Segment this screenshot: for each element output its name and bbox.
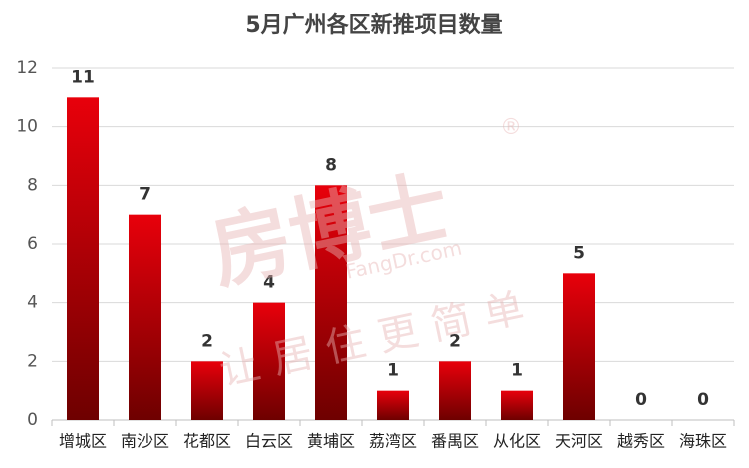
chart-title: 5月广州各区新推项目数量 (245, 12, 502, 38)
x-tick-label: 番禺区 (431, 432, 479, 451)
value-label: 0 (635, 390, 647, 410)
watermark-mark: ® (500, 115, 522, 140)
y-tick-label: 4 (27, 293, 38, 313)
x-tick-label: 增城区 (59, 432, 107, 451)
x-tick-label: 天河区 (555, 432, 603, 451)
x-tick-label: 海珠区 (679, 432, 727, 451)
x-tick-label: 花都区 (183, 432, 231, 451)
bar (377, 390, 409, 420)
y-tick-label: 10 (16, 117, 38, 137)
x-tick-label: 黄埔区 (307, 432, 355, 451)
y-tick-label: 2 (27, 351, 38, 371)
value-label: 8 (325, 155, 337, 175)
bar (253, 302, 285, 420)
value-label: 2 (201, 331, 213, 351)
value-label: 0 (697, 390, 709, 410)
x-tick-label: 白云区 (245, 432, 293, 451)
value-label: 7 (139, 185, 151, 205)
value-label: 4 (263, 273, 275, 293)
y-tick-label: 6 (27, 234, 38, 254)
y-tick-label: 0 (27, 410, 38, 430)
y-tick-label: 8 (27, 175, 38, 195)
y-tick-label: 12 (16, 58, 38, 78)
value-label: 5 (573, 243, 585, 263)
value-label: 1 (511, 361, 523, 381)
bar (563, 273, 595, 420)
bar (439, 361, 471, 420)
bar (129, 214, 161, 420)
value-label: 11 (71, 67, 95, 87)
bar (191, 361, 223, 420)
x-tick-label: 荔湾区 (369, 432, 417, 451)
bar (67, 97, 99, 420)
value-label: 2 (449, 331, 461, 351)
x-tick-label: 南沙区 (121, 432, 169, 451)
value-label: 1 (387, 361, 399, 381)
bar (315, 185, 347, 420)
x-tick-label: 从化区 (493, 432, 541, 451)
bar (501, 390, 533, 420)
x-tick-label: 越秀区 (617, 432, 665, 451)
